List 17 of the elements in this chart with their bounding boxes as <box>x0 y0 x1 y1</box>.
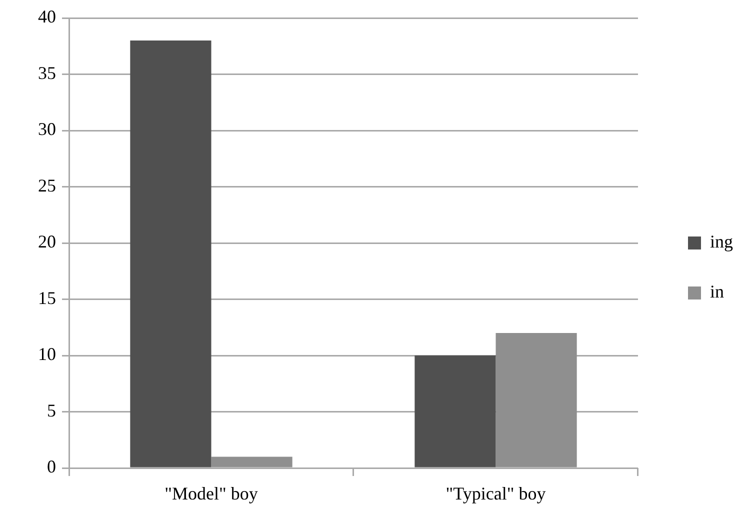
y-tick-label: 15 <box>38 288 56 308</box>
x-tick-label: "Model" boy <box>164 484 258 504</box>
bar <box>496 333 577 468</box>
bar <box>211 456 292 468</box>
bar <box>130 40 212 468</box>
y-tick-label: 5 <box>47 400 56 420</box>
legend-label: in <box>710 282 724 302</box>
y-tick-label: 30 <box>38 119 56 140</box>
legend-label: ing <box>710 232 734 252</box>
y-tick-label: 10 <box>38 344 56 364</box>
y-tick-label: 20 <box>38 232 56 252</box>
y-tick-label: 0 <box>47 456 56 477</box>
y-tick-label: 40 <box>38 6 56 27</box>
y-tick-label: 25 <box>38 175 56 196</box>
y-tick-label: 35 <box>38 62 56 83</box>
bar <box>414 356 496 468</box>
x-tick-label: "Typical" boy <box>446 484 546 504</box>
